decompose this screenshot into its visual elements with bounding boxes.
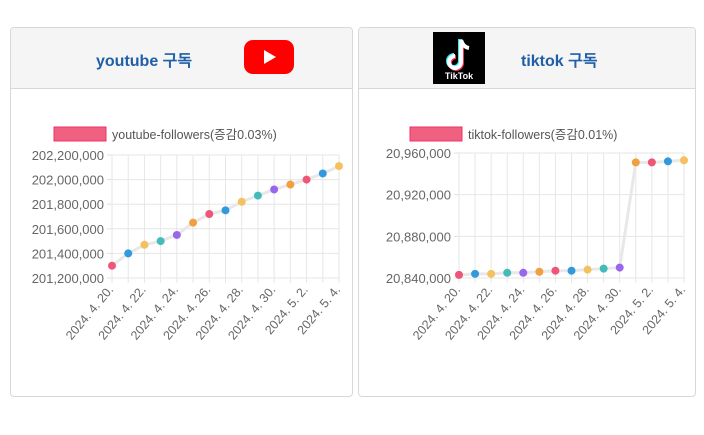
tiktok-card: TikTok tiktok 구독 tiktok-followers(증감0.01… xyxy=(358,27,696,397)
tiktok-data-point xyxy=(567,266,576,275)
tiktok-y-tick-label: 20,920,000 xyxy=(386,188,451,203)
youtube-logo-icon xyxy=(244,40,294,74)
youtube-data-point xyxy=(237,197,246,206)
youtube-data-point xyxy=(221,206,230,215)
youtube-data-point xyxy=(318,169,327,178)
tiktok-data-point xyxy=(551,266,560,275)
tiktok-y-tick-label: 20,960,000 xyxy=(386,146,451,161)
youtube-data-point xyxy=(335,162,343,171)
youtube-data-point xyxy=(156,237,165,246)
tiktok-data-point xyxy=(535,267,544,276)
tiktok-data-point xyxy=(455,270,463,279)
tiktok-legend-label: tiktok-followers(증감0.01%) xyxy=(468,128,617,142)
youtube-data-point xyxy=(124,249,133,258)
youtube-data-point xyxy=(302,175,311,184)
youtube-y-tick-label: 201,200,000 xyxy=(32,271,104,286)
tiktok-data-point xyxy=(647,158,656,167)
youtube-card: youtube 구독 youtube-followers(증감0.03%) 202… xyxy=(10,27,353,397)
tiktok-data-point xyxy=(631,158,640,167)
tiktok-legend-swatch xyxy=(409,126,463,142)
youtube-data-point xyxy=(172,230,181,239)
tiktok-data-point xyxy=(519,268,528,277)
tiktok-data-point xyxy=(615,263,624,272)
tiktok-data-point xyxy=(663,157,672,166)
youtube-data-point xyxy=(205,210,214,219)
youtube-data-point xyxy=(286,180,295,189)
youtube-legend-swatch xyxy=(53,126,107,142)
tiktok-data-point xyxy=(487,269,496,278)
youtube-y-tick-label: 201,400,000 xyxy=(32,246,104,261)
youtube-chart: youtube-followers(증감0.03%) 202,200,000 202… xyxy=(32,126,343,343)
tiktok-card-header: TikTok tiktok 구독 xyxy=(359,28,695,89)
youtube-data-point xyxy=(140,240,149,249)
tiktok-logo-text: TikTok xyxy=(444,71,474,81)
youtube-data-point xyxy=(108,261,116,270)
youtube-y-tick-label: 201,800,000 xyxy=(32,197,104,212)
tiktok-chart: tiktok-followers(증감0.01%) 20,960,000 20,92… xyxy=(386,126,688,343)
tiktok-y-tick-label: 20,840,000 xyxy=(386,271,451,286)
tiktok-data-point xyxy=(599,264,608,273)
tiktok-data-point xyxy=(680,156,688,165)
youtube-data-point xyxy=(253,191,262,200)
music-note-icon xyxy=(446,39,470,71)
tiktok-y-tick-label: 20,880,000 xyxy=(386,229,451,244)
youtube-legend-label: youtube-followers(증감0.03%) xyxy=(112,128,277,142)
tiktok-data-point xyxy=(503,268,512,277)
play-icon xyxy=(264,50,276,64)
tiktok-logo-icon: TikTok xyxy=(433,32,485,84)
youtube-y-tick-label: 202,000,000 xyxy=(32,173,104,188)
youtube-card-title: youtube 구독 xyxy=(96,53,193,70)
youtube-y-tick-label: 202,200,000 xyxy=(32,148,104,163)
youtube-data-point xyxy=(189,218,198,227)
youtube-y-tick-label: 201,600,000 xyxy=(32,222,104,237)
youtube-card-header: youtube 구독 xyxy=(11,28,352,89)
youtube-data-point xyxy=(270,185,279,194)
tiktok-data-point xyxy=(583,265,592,274)
tiktok-data-point xyxy=(471,269,480,278)
tiktok-card-title: tiktok 구독 xyxy=(521,53,598,70)
